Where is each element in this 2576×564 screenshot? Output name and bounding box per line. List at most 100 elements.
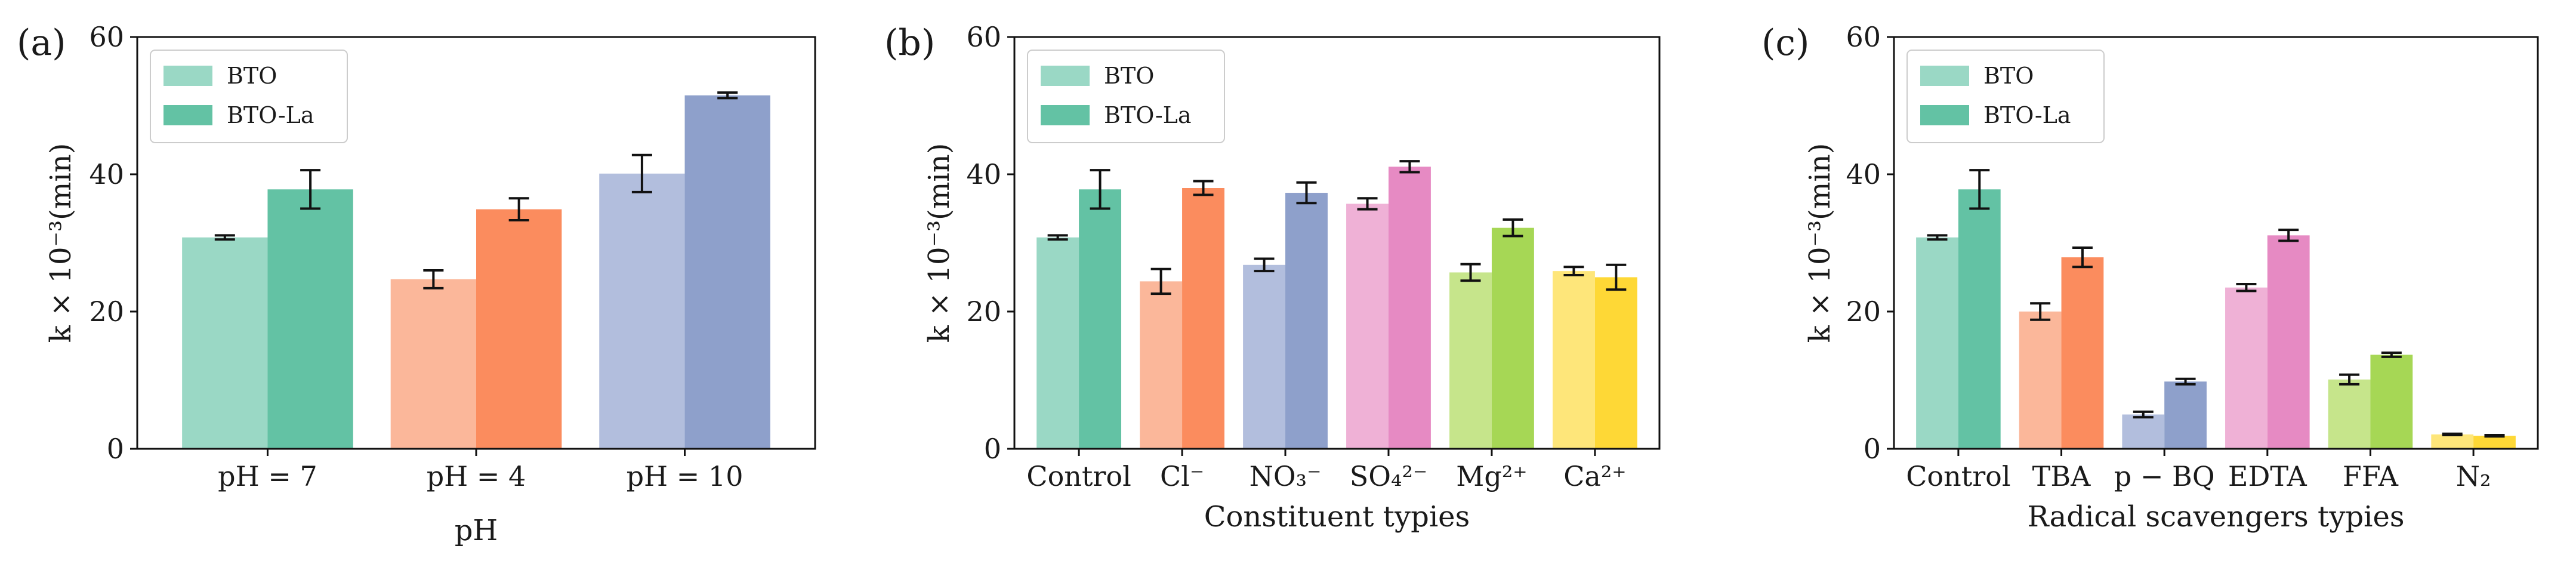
error-bar-bto-1 [423, 269, 444, 289]
panel-a: pH = 7 pH = 4 pH = 10 0 20 40 60 k × 10⁻³(min) p… [17, 21, 816, 547]
bar-bto-la-0 [1079, 189, 1122, 449]
bar-bto-1 [2019, 312, 2062, 449]
bar-bto-1 [1140, 281, 1183, 449]
panel-c: Control TBA p − BQ EDTA FFA N₂ 0 20 40 60 k × 10⁻³… [1761, 21, 2539, 534]
legend-swatch-bto-la [163, 105, 212, 125]
bar-bto-la-1 [2061, 257, 2104, 449]
bar-bto-4 [2328, 379, 2371, 449]
y-tick-label: 20 [966, 295, 1001, 328]
error-bar-bto-2 [1254, 257, 1275, 273]
legend-swatch-bto [1920, 66, 1969, 86]
x-tick-label: NO₃⁻ [1250, 460, 1322, 492]
error-bar-bto-0 [1047, 234, 1068, 241]
bar-bto-la-5 [1594, 277, 1637, 449]
error-bar-bto-la-5 [2484, 434, 2505, 438]
error-bar-bto-5 [2442, 432, 2463, 436]
error-bar-bto-2 [2133, 410, 2154, 419]
bar-bto-la-1 [476, 209, 562, 449]
x-tick-label: Control [1906, 460, 2010, 492]
error-bar-bto-la-1 [1193, 180, 1214, 196]
error-bar-bto-la-2 [717, 91, 738, 100]
legend-swatch-bto [1041, 66, 1090, 86]
bar-bto-la-2 [2164, 381, 2207, 449]
error-bar-bto-1 [1150, 267, 1171, 295]
bar-bto-la-2 [1285, 193, 1328, 449]
y-tick-label: 40 [966, 158, 1001, 190]
bar-bto-0 [1036, 237, 1079, 449]
error-bar-bto-la-0 [1090, 169, 1110, 210]
legend-swatch-bto-la [1920, 105, 1969, 125]
y-tick-label: 20 [1846, 295, 1881, 328]
error-bar-bto-la-1 [2072, 246, 2093, 269]
error-bar-bto-la-1 [508, 197, 529, 222]
bar-bto-la-1 [1182, 188, 1224, 449]
bar-bto-5 [1552, 271, 1595, 449]
x-tick-label: N₂ [2456, 460, 2491, 492]
error-bar-bto-3 [2236, 283, 2257, 292]
bar-bto-la-4 [2370, 355, 2413, 449]
bar-bto-la-0 [267, 189, 353, 449]
x-tick-label: Control [1026, 460, 1131, 492]
legend-swatch-bto-la [1041, 105, 1090, 125]
x-tick-label: EDTA [2228, 460, 2307, 492]
panel-label: (c) [1761, 22, 1809, 64]
error-bar-bto-4 [1460, 263, 1481, 282]
bar-bto-0 [1916, 237, 1958, 449]
plot-frame [1013, 36, 1661, 450]
x-tick-label: Mg²⁺ [1456, 460, 1527, 492]
error-bar-bto-la-2 [1296, 181, 1317, 205]
bar-bto-la-3 [1388, 167, 1431, 449]
panel-label: (b) [884, 22, 935, 64]
bar-bto-la-5 [2473, 436, 2516, 449]
bar-bto-la-4 [1491, 227, 1534, 449]
legend-swatch-bto [163, 66, 212, 86]
error-bar-bto-la-0 [1969, 169, 1990, 210]
y-axis-label: k × 10⁻³(min) [923, 143, 956, 343]
x-tick-label: pH = 10 [627, 460, 744, 492]
bar-bto-1 [390, 279, 476, 449]
x-tick-label: pH = 4 [427, 460, 526, 492]
legend-label-bto: BTO [227, 63, 277, 89]
x-tick-label: FFA [2343, 460, 2399, 492]
x-tick-label: Cl⁻ [1160, 460, 1204, 492]
bar-bto-3 [2225, 287, 2268, 449]
y-tick-label: 0 [1864, 433, 1881, 465]
y-tick-label: 60 [1846, 21, 1881, 53]
x-tick-label: p − BQ [2114, 460, 2215, 492]
panel-label: (a) [17, 22, 66, 64]
error-bar-bto-la-4 [1503, 218, 1523, 238]
error-bar-bto-4 [2339, 373, 2360, 386]
bar-bto-2 [2122, 414, 2165, 449]
error-bar-bto-3 [1357, 197, 1378, 211]
x-axis-label: Constituent typies [1204, 500, 1470, 534]
y-tick-label: 60 [966, 21, 1001, 53]
error-bar-bto-la-0 [300, 169, 321, 210]
legend-label-bto: BTO [1104, 63, 1154, 89]
error-bar-bto-la-4 [2381, 352, 2402, 358]
plot-frame [136, 36, 816, 450]
error-bar-bto-5 [1563, 266, 1584, 277]
y-axis-label: k × 10⁻³(min) [1803, 143, 1837, 343]
panel-b: Control Cl⁻ NO₃⁻ SO₄²⁻ Mg²⁺ Ca²⁺ 0 20 40 60 k × 10… [884, 21, 1661, 534]
bar-bto-la-0 [1958, 189, 2001, 449]
y-tick-label: 0 [984, 433, 1001, 465]
legend: BTO BTO-La [150, 50, 348, 143]
legend: BTO BTO-La [1027, 50, 1225, 143]
legend-label-bto-la: BTO-La [1983, 102, 2071, 128]
plot-frame [1893, 36, 2539, 450]
bar-bto-5 [2431, 434, 2474, 449]
error-bar-bto-la-2 [2175, 377, 2196, 386]
bar-bto-4 [1449, 272, 1492, 449]
x-tick-label: SO₄²⁻ [1350, 460, 1427, 492]
y-tick-label: 40 [1846, 158, 1881, 190]
legend: BTO BTO-La [1906, 50, 2105, 143]
x-tick-label: TBA [2032, 460, 2091, 492]
y-tick-label: 40 [89, 158, 124, 190]
x-axis-label: Radical scavengers typies [2027, 500, 2404, 534]
legend-label-bto-la: BTO-La [1104, 102, 1192, 128]
error-bar-bto-la-5 [1606, 263, 1627, 291]
bar-bto-2 [599, 173, 685, 449]
error-bar-bto-0 [1927, 234, 1948, 241]
bar-bto-la-3 [2267, 235, 2310, 449]
